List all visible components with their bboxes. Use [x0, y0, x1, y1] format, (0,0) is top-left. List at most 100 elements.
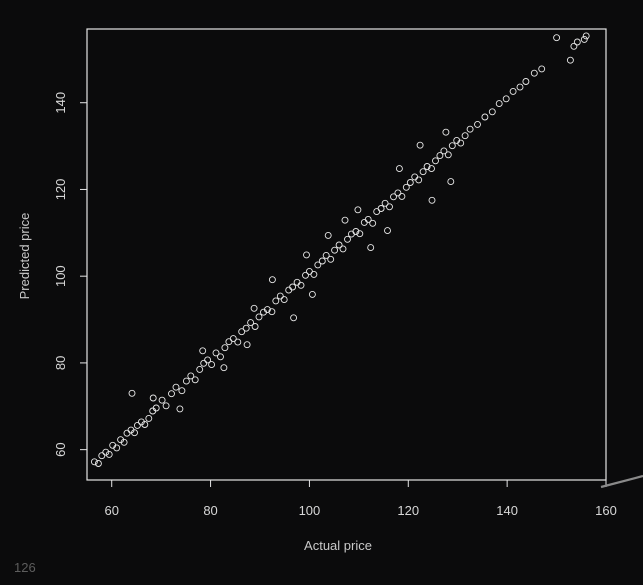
data-point: [573, 38, 581, 46]
data-point: [367, 244, 375, 252]
data-point: [461, 132, 469, 140]
data-point: [225, 338, 233, 346]
data-point: [356, 230, 364, 238]
data-point: [373, 208, 381, 216]
data-point: [247, 319, 255, 327]
data-point: [566, 56, 574, 64]
data-point: [481, 113, 489, 121]
data-point: [191, 376, 199, 384]
data-point: [272, 297, 280, 305]
x-tick-label: 60: [104, 503, 118, 518]
data-point: [102, 448, 110, 456]
data-point: [488, 108, 496, 116]
data-point: [530, 69, 538, 77]
data-point: [229, 335, 237, 343]
y-tick-label: 80: [53, 356, 68, 370]
data-point: [145, 414, 153, 422]
data-point: [402, 183, 410, 191]
data-point: [457, 139, 465, 147]
data-point: [187, 372, 195, 380]
y-tick-label: 120: [53, 179, 68, 201]
data-point: [314, 261, 322, 269]
data-point: [570, 42, 578, 50]
data-point: [322, 251, 330, 259]
y-tick-label: 140: [53, 92, 68, 114]
data-point: [341, 216, 349, 224]
data-point: [395, 165, 403, 173]
points-layer: [90, 32, 590, 467]
data-point: [276, 292, 284, 300]
x-axis: 60 80 100 120 140 160: [104, 480, 617, 518]
data-point: [98, 452, 106, 460]
data-point: [243, 341, 251, 349]
data-point: [199, 347, 207, 355]
data-point: [303, 251, 310, 259]
data-point: [128, 389, 136, 397]
data-point: [415, 176, 423, 184]
data-point: [347, 230, 355, 238]
data-point: [204, 356, 212, 364]
data-point: [331, 246, 339, 254]
data-point: [447, 178, 455, 186]
plot-frame: [86, 28, 607, 481]
data-point: [297, 281, 305, 289]
data-point: [268, 308, 276, 316]
data-point: [196, 365, 204, 373]
data-point: [428, 196, 436, 204]
data-point: [384, 227, 391, 235]
data-point: [212, 349, 220, 357]
data-point: [285, 286, 293, 294]
data-point: [553, 34, 561, 42]
data-point: [509, 87, 517, 95]
data-point: [158, 396, 166, 404]
data-point: [318, 257, 326, 265]
data-point: [123, 429, 131, 437]
data-point: [360, 218, 368, 226]
data-point: [141, 421, 149, 428]
data-point: [352, 228, 360, 235]
data-point: [516, 83, 524, 91]
data-point: [105, 450, 113, 458]
data-point: [411, 173, 419, 181]
x-tick-label: 120: [397, 503, 419, 518]
data-point: [406, 179, 414, 186]
data-point: [250, 304, 258, 312]
data-point: [162, 402, 170, 410]
y-tick-label: 100: [53, 265, 68, 287]
data-point: [335, 241, 343, 249]
data-point: [220, 364, 228, 372]
data-point: [182, 377, 190, 385]
data-point: [302, 271, 309, 279]
data-point: [538, 65, 546, 73]
data-point: [133, 421, 141, 429]
data-point: [310, 270, 318, 278]
data-point: [238, 328, 246, 336]
data-point: [495, 100, 503, 108]
data-point: [268, 276, 276, 284]
data-point: [255, 313, 263, 321]
data-point: [474, 120, 481, 128]
data-point: [364, 215, 372, 223]
data-point: [416, 141, 424, 149]
data-point: [251, 323, 259, 330]
data-point: [289, 283, 297, 291]
x-tick-label: 100: [299, 503, 321, 518]
data-point: [208, 361, 216, 369]
data-point: [172, 383, 180, 391]
data-point: [432, 157, 439, 165]
data-point: [354, 206, 362, 214]
data-point: [120, 438, 128, 446]
data-point: [131, 429, 138, 437]
y-tick-label: 60: [53, 442, 68, 456]
data-point: [440, 147, 448, 155]
x-tick-label: 80: [203, 503, 217, 518]
data-point: [442, 128, 450, 136]
data-point: [377, 205, 385, 212]
data-point: [448, 142, 456, 150]
data-point: [152, 404, 160, 412]
data-point: [390, 193, 397, 201]
data-point: [168, 390, 175, 398]
data-point: [444, 151, 452, 159]
data-point: [234, 338, 242, 346]
